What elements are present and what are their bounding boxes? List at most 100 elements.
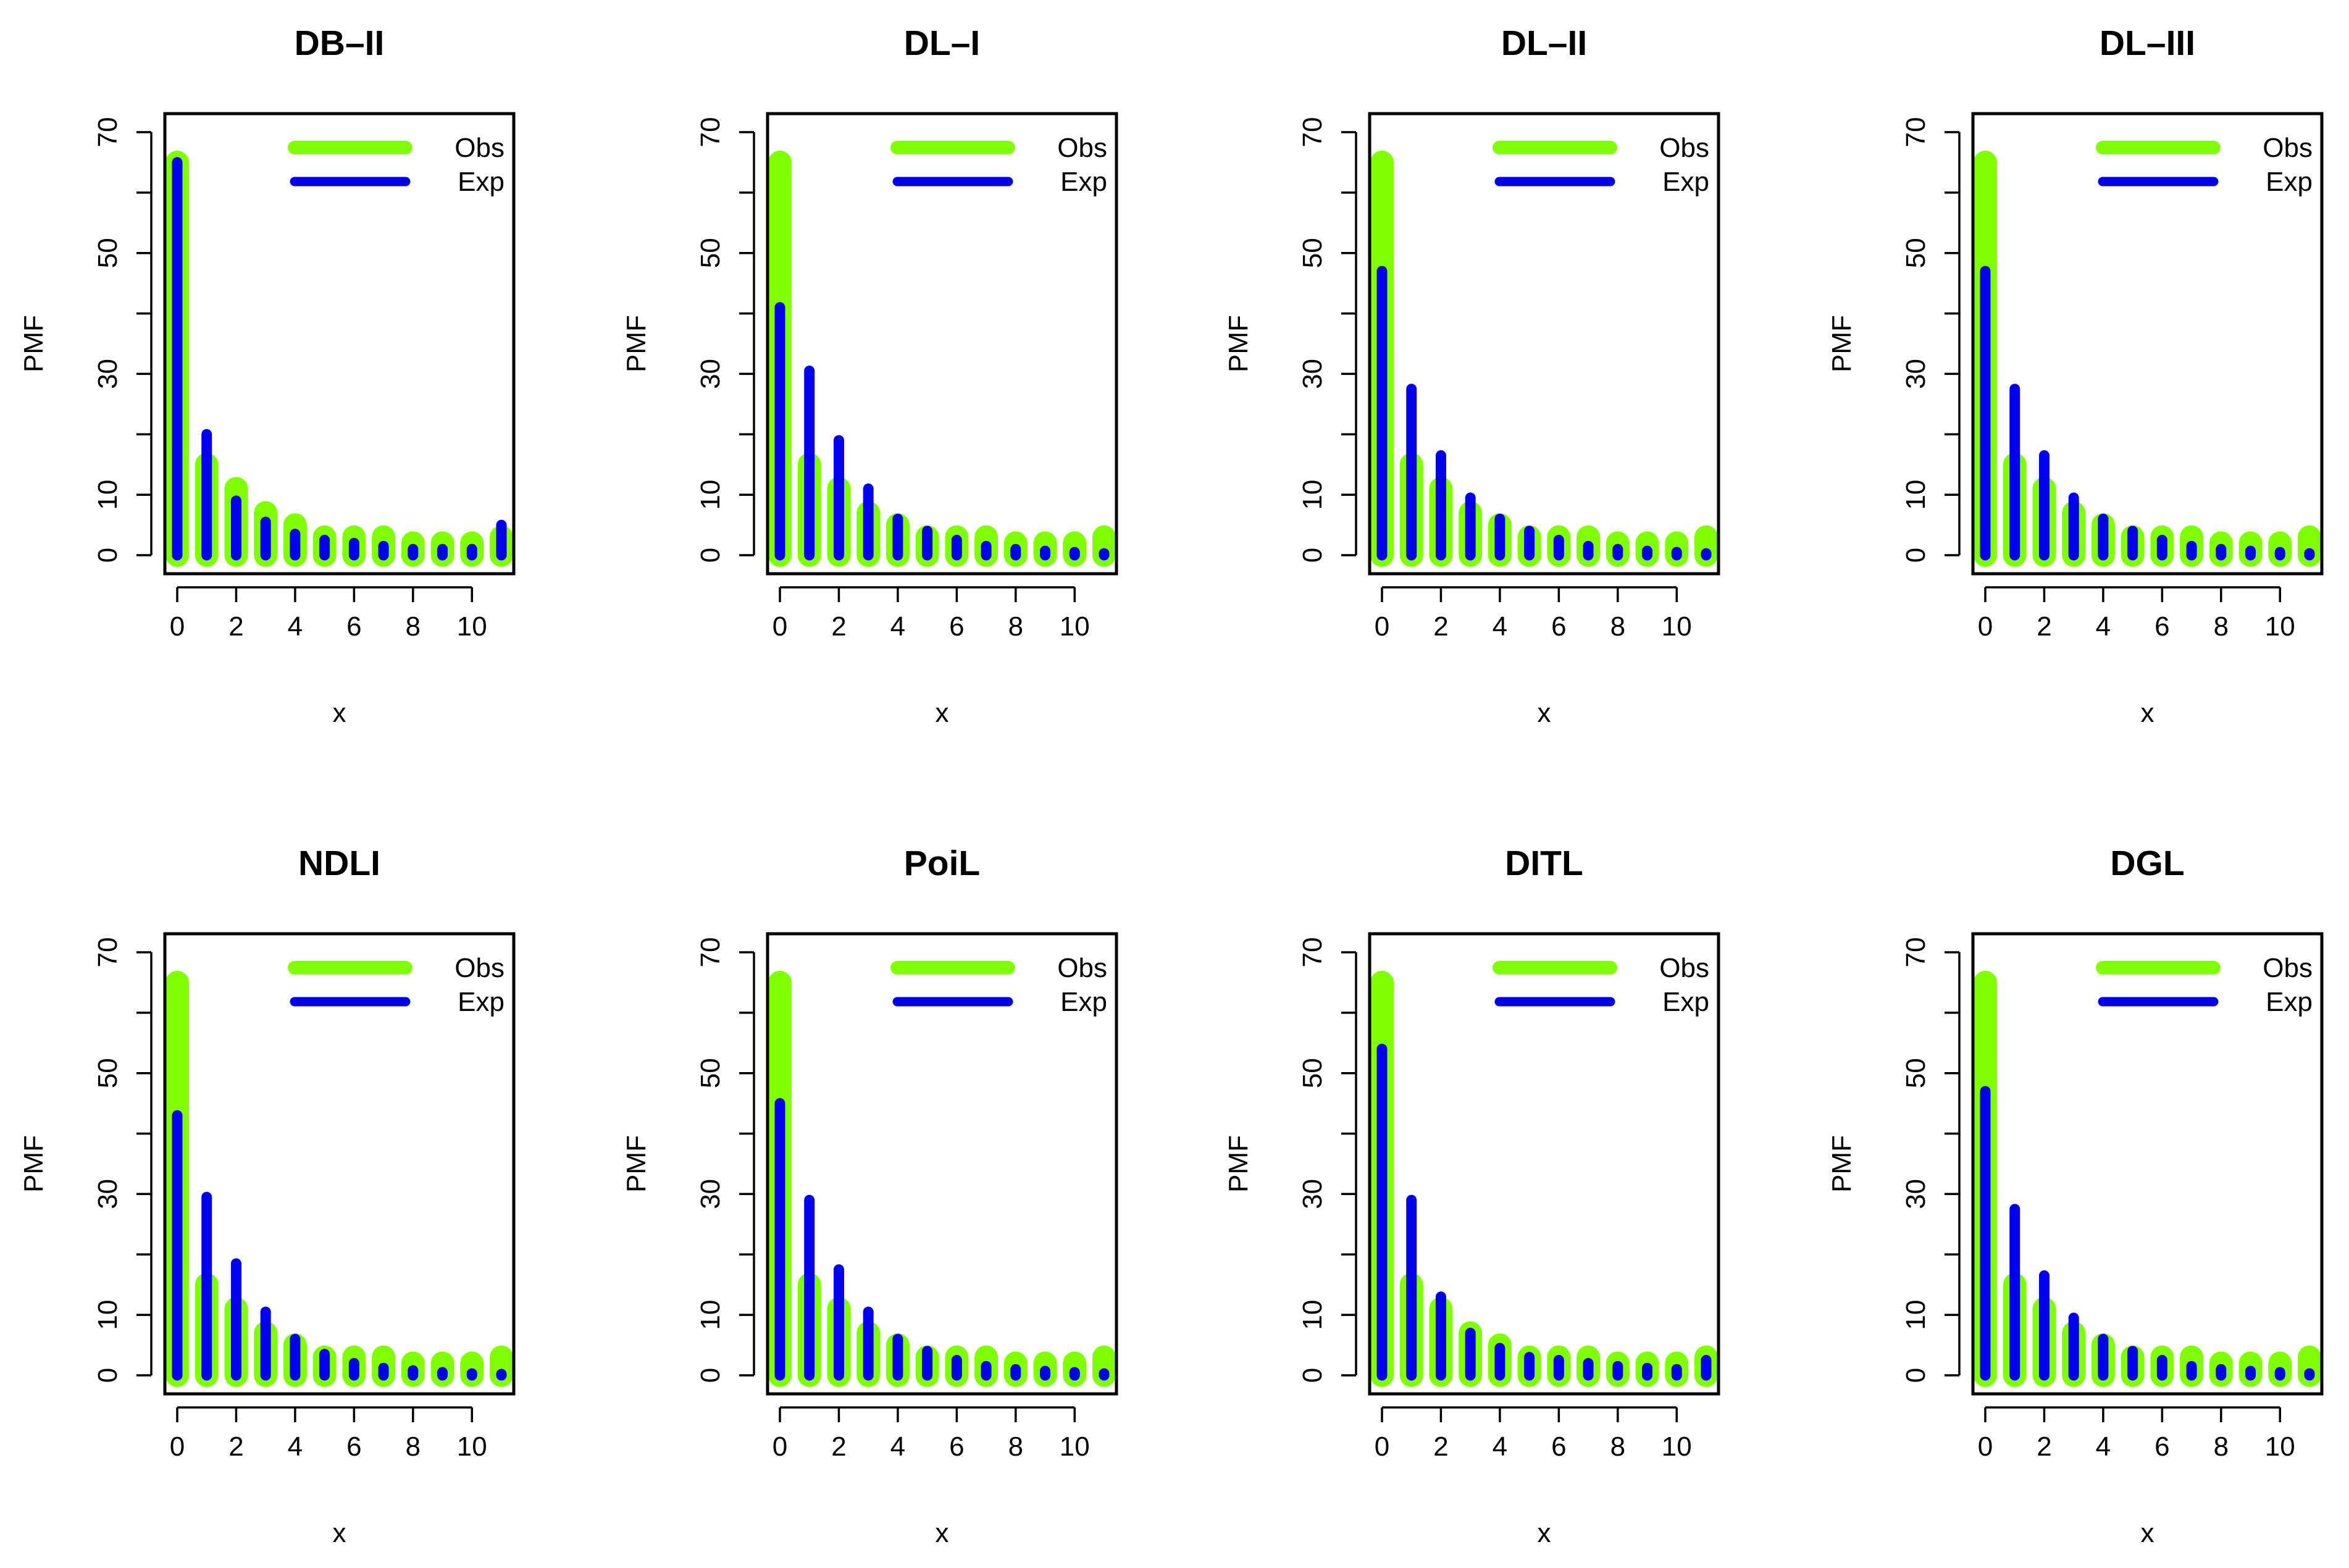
x-tick-label: 0 (1978, 1432, 1993, 1462)
y-tick-label: 0 (1901, 548, 1931, 563)
chart-panel-1: DB–II 0 2 4 6 8 10 x 0 10 30 50 70 PMF Obs Exp (19, 23, 516, 728)
legend: Obs Exp (2096, 953, 2313, 1017)
y-tick-label: 10 (93, 480, 123, 510)
x-axis-label: x (1538, 698, 1551, 728)
x-tick-label: 6 (346, 611, 361, 642)
legend-label-obs: Obs (2263, 133, 2313, 163)
x-tick-label: 4 (890, 611, 905, 642)
x-tick-label: 2 (228, 1432, 243, 1462)
y-tick-label: 10 (695, 480, 726, 510)
x-tick-label: 4 (1493, 1432, 1507, 1462)
plot-frame (766, 112, 1118, 576)
x-tick-label: 8 (2214, 611, 2229, 642)
legend-label-obs: Obs (1057, 953, 1107, 983)
y-tick-label: 50 (1297, 1058, 1328, 1088)
x-tick-label: 2 (831, 611, 846, 642)
chart-title: DGL (2110, 844, 2184, 883)
chart-panel-3: DL–II 0 2 4 6 8 10 x 0 10 30 50 70 PMF Obs Exp (1223, 23, 1720, 728)
y-tick-label: 0 (93, 548, 123, 563)
y-tick-label: 50 (93, 238, 123, 268)
legend: Obs Exp (890, 953, 1107, 1017)
x-tick-label: 10 (1060, 611, 1090, 642)
x-tick-label: 0 (170, 611, 185, 642)
y-tick-label: 30 (1297, 1179, 1328, 1209)
x-tick-label: 10 (1662, 611, 1692, 642)
x-axis-label: x (2141, 698, 2154, 728)
y-tick-label: 50 (695, 1058, 726, 1088)
x-tick-label: 6 (949, 611, 964, 642)
y-tick-label: 70 (93, 117, 123, 148)
y-tick-label: 30 (695, 359, 726, 389)
legend-label-obs: Obs (454, 133, 505, 163)
legend: Obs Exp (1493, 133, 1709, 197)
y-axis-label: PMF (1827, 1135, 1857, 1193)
legend-label-exp: Exp (2266, 167, 2313, 197)
y-axis-label: PMF (1223, 1135, 1254, 1193)
x-tick-label: 8 (1610, 1432, 1625, 1462)
x-tick-label: 0 (1375, 1432, 1389, 1462)
x-tick-label: 10 (2265, 1432, 2295, 1462)
chart-title: DL–III (2100, 23, 2195, 63)
x-axis-label: x (936, 698, 949, 728)
chart-panel-7: DITL 0 2 4 6 8 10 x 0 10 30 50 70 PMF Obs Exp (1223, 844, 1720, 1548)
x-tick-label: 2 (831, 1432, 846, 1462)
y-tick-label: 10 (1297, 480, 1328, 510)
legend-label-obs: Obs (2263, 953, 2313, 983)
x-tick-label: 8 (1008, 611, 1023, 642)
plot-frame (1971, 112, 2324, 576)
x-tick-label: 8 (406, 1432, 421, 1462)
y-tick-label: 10 (695, 1300, 726, 1330)
y-tick-label: 0 (1901, 1368, 1931, 1383)
x-tick-label: 10 (1060, 1432, 1090, 1462)
y-tick-label: 10 (1901, 1300, 1931, 1330)
x-tick-label: 4 (1493, 611, 1507, 642)
legend-label-exp: Exp (458, 167, 505, 197)
y-tick-label: 10 (93, 1300, 123, 1330)
legend-label-obs: Obs (1659, 133, 1709, 163)
plot-frame (163, 112, 516, 576)
legend: Obs Exp (288, 953, 505, 1017)
x-tick-label: 6 (2154, 611, 2169, 642)
x-axis-label: x (333, 1518, 346, 1548)
legend-label-obs: Obs (454, 953, 505, 983)
y-tick-label: 0 (695, 548, 726, 563)
y-tick-label: 30 (1297, 359, 1328, 389)
y-tick-label: 10 (1297, 1300, 1328, 1330)
y-tick-label: 30 (93, 1179, 123, 1209)
y-tick-label: 70 (695, 117, 726, 148)
chart-title: DITL (1505, 844, 1583, 883)
x-tick-label: 2 (2037, 611, 2051, 642)
x-tick-label: 6 (949, 1432, 964, 1462)
x-tick-label: 4 (2096, 1432, 2111, 1462)
x-tick-label: 10 (1662, 1432, 1692, 1462)
x-tick-label: 6 (1551, 611, 1566, 642)
legend-label-exp: Exp (458, 987, 505, 1017)
y-tick-label: 30 (1901, 1179, 1931, 1209)
y-tick-label: 10 (1901, 480, 1931, 510)
y-tick-label: 50 (695, 238, 726, 268)
chart-panel-8: DGL 0 2 4 6 8 10 x 0 10 30 50 70 PMF Obs Exp (1827, 844, 2324, 1548)
y-tick-label: 0 (93, 1368, 123, 1383)
y-axis-label: PMF (19, 1135, 49, 1193)
x-tick-label: 10 (457, 1432, 487, 1462)
plot-frame (1971, 932, 2324, 1396)
chart-title: DB–II (295, 23, 385, 63)
x-tick-label: 4 (288, 1432, 303, 1462)
x-tick-label: 8 (1610, 611, 1625, 642)
y-tick-label: 50 (93, 1058, 123, 1088)
x-axis-label: x (936, 1518, 949, 1548)
x-tick-label: 10 (457, 611, 487, 642)
y-tick-label: 50 (1901, 238, 1931, 268)
x-tick-label: 0 (1375, 611, 1389, 642)
plot-frame (766, 932, 1118, 1396)
y-axis-label: PMF (1223, 315, 1254, 372)
legend-label-exp: Exp (1060, 167, 1107, 197)
x-tick-label: 4 (890, 1432, 905, 1462)
y-tick-label: 50 (1901, 1058, 1931, 1088)
x-tick-label: 6 (1551, 1432, 1566, 1462)
x-tick-label: 0 (1978, 611, 1993, 642)
x-axis-label: x (1538, 1518, 1551, 1548)
chart-title: DL–II (1501, 23, 1587, 63)
plot-frame (163, 932, 516, 1396)
x-tick-label: 2 (1433, 1432, 1448, 1462)
